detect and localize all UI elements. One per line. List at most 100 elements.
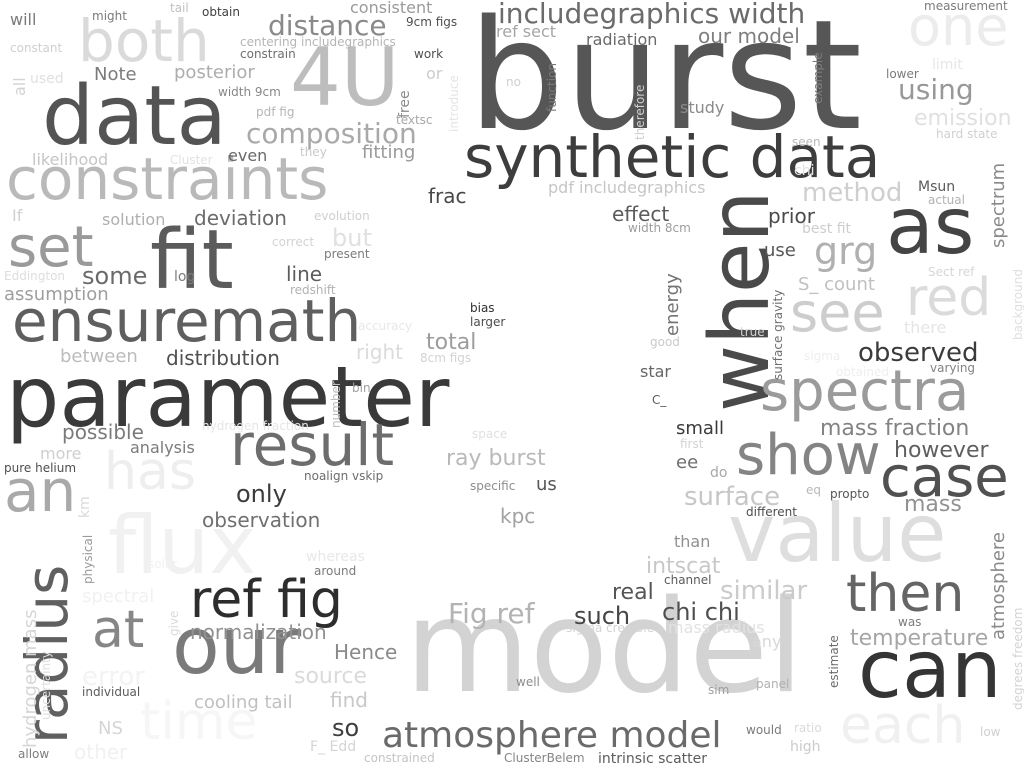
word-line: line (286, 262, 323, 286)
word-model: model (405, 573, 804, 722)
word-as: as (886, 182, 975, 272)
word-surface: surface (684, 482, 781, 512)
word-has: has (104, 442, 196, 502)
word-chi: chi (794, 163, 815, 179)
word-specific: specific (470, 479, 516, 493)
word-number: number (329, 381, 343, 428)
word-eddington: Eddington (4, 269, 66, 283)
word-well: well (516, 675, 540, 689)
word-different: different (746, 505, 797, 519)
word-analysis: analysis (130, 438, 195, 457)
word-distribution: distribution (166, 346, 280, 370)
word-f-edd: F_ Edd (310, 739, 357, 755)
word-both: both (78, 7, 210, 75)
word-ref-fig: ref fig (190, 570, 343, 630)
word-constrained: constrained (364, 751, 435, 765)
word-estimate: estimate (827, 635, 841, 688)
word-star: star (640, 362, 671, 381)
word-total: total (426, 330, 477, 355)
word-ref-sect: ref sect (496, 22, 557, 41)
word-some: some (82, 262, 148, 290)
word-assumption: assumption (4, 284, 109, 305)
word-best-fit: best fit (802, 221, 852, 237)
word-give: give (167, 610, 181, 636)
word-if: If (12, 206, 23, 225)
word-find: find (330, 688, 368, 712)
word-was: was (898, 615, 922, 629)
word-synthetic-data: synthetic data (464, 123, 881, 191)
word-present: present (324, 247, 370, 261)
word-whereas: whereas (306, 549, 365, 565)
word-textsc: textsc (396, 113, 433, 127)
word-degrees-freedom: degrees freedom (1011, 607, 1024, 710)
word-even: even (228, 146, 268, 165)
word-deviation: deviation (194, 206, 287, 230)
word-other: other (74, 740, 128, 764)
word-energy: energy (662, 273, 683, 336)
word-atmosphere-model: atmosphere model (382, 715, 722, 756)
word-bin: bin (352, 381, 371, 395)
word-obtained: obtained (836, 365, 889, 379)
word-redshift: redshift (290, 283, 336, 297)
word-larger: larger (470, 315, 506, 329)
word-distance: distance (268, 9, 387, 42)
word-first: first (680, 437, 704, 451)
word-lower: lower (886, 67, 919, 81)
word-more: more (40, 444, 82, 463)
word-all: all (10, 77, 29, 96)
word-background: background (1011, 269, 1024, 340)
word-fig-ref: Fig ref (448, 597, 535, 630)
word-than: than (674, 532, 711, 551)
word-width-9cm: width 9cm (218, 85, 281, 99)
word-grg: grg (814, 229, 878, 273)
word-measurement: measurement (924, 0, 1008, 13)
word-between: between (60, 346, 138, 367)
word-hydrogen-mass: hydrogen mass (20, 609, 41, 748)
word-likelihood: likelihood (32, 150, 109, 169)
word-space: space (472, 427, 508, 441)
word-example: example (811, 52, 825, 104)
word-at: at (92, 600, 145, 660)
word-such: such (574, 602, 631, 630)
word-cluster: Cluster (170, 153, 213, 167)
word-individual: individual (82, 685, 141, 699)
word-correct: correct (272, 235, 315, 249)
word-small: small (676, 418, 724, 439)
word-solution: solution (102, 210, 166, 229)
word-method: method (802, 178, 903, 208)
word-hydrogen-fraction: hydrogen fraction (202, 419, 309, 433)
word-mass-radius: mass radius (668, 618, 765, 637)
word-sim: sim (708, 683, 730, 697)
word-spectra: spectra (760, 359, 970, 424)
word-possible: possible (62, 420, 144, 444)
word-each: each (840, 696, 966, 756)
word-good: good (650, 335, 680, 349)
word-true: true (740, 325, 765, 339)
word-similar: similar (720, 576, 808, 606)
word-intscat: intscat (646, 554, 721, 579)
word-panel: panel (756, 677, 790, 691)
word-constraints: constraints (6, 145, 329, 213)
word-composition: composition (246, 117, 417, 150)
word-uncertainty: uncertainty (39, 651, 53, 720)
word-one: one (908, 0, 1009, 58)
word-obtain: obtain (202, 5, 240, 19)
word-case: case (880, 445, 1009, 510)
word-kpc: kpc (500, 504, 536, 528)
word-observation: observation (202, 508, 321, 532)
word-propto: propto (830, 487, 870, 501)
word-value: value (728, 487, 947, 580)
word-prior: prior (768, 204, 815, 228)
word-bias: bias (470, 301, 495, 315)
word-8cm-figs: 8cm figs (420, 351, 472, 365)
word-ns: NS (98, 718, 123, 739)
word-us: us (536, 474, 557, 495)
word-will: will (10, 10, 37, 29)
word-using: using (898, 73, 974, 106)
word-atmosphere: atmosphere (988, 532, 1009, 640)
word-show: show (736, 423, 881, 488)
word-temperature: temperature (850, 626, 989, 651)
word-varying: varying (930, 361, 976, 375)
word-work: work (414, 47, 444, 61)
word-msun: Msun (918, 179, 956, 195)
